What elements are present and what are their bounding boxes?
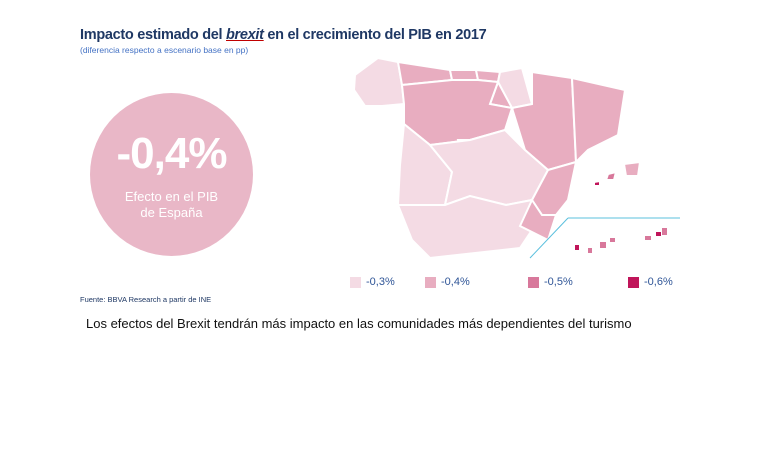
legend-label: -0,5%: [544, 276, 573, 288]
legend-item: -0,4%: [425, 276, 470, 288]
region-baleares-3: [593, 179, 601, 187]
kpi-label: Efecto en el PIB de España: [100, 189, 243, 221]
legend-label: -0,6%: [644, 276, 673, 288]
legend-label: -0,3%: [366, 276, 395, 288]
source-note: Fuente: BBVA Research a partir de INE: [80, 295, 212, 304]
legend-swatch: [350, 276, 361, 288]
canary-island: [610, 238, 615, 242]
region-cataluna: [570, 76, 627, 165]
title-part-2: en el crecimiento del PIB en 2017: [263, 27, 487, 43]
kpi-label-line-1: Efecto en el PIB: [124, 189, 219, 204]
title-emphasis: brexit: [226, 27, 264, 43]
legend-item: -0,3%: [350, 276, 395, 288]
canary-island: [662, 228, 667, 235]
chart-title: Impacto estimado del brexit en el crecim…: [80, 27, 487, 43]
canary-island: [656, 232, 661, 236]
legend-swatch: [628, 276, 639, 288]
region-galicia: [352, 56, 406, 107]
canary-island: [600, 242, 606, 248]
legend-swatch: [425, 276, 436, 288]
canary-island: [645, 236, 651, 240]
region-murcia: [518, 197, 558, 242]
region-baleares-1: [622, 160, 642, 177]
region-castilla-y-leon: [400, 79, 514, 147]
legend-item: -0,6%: [628, 276, 673, 288]
region-baleares-2: [604, 170, 618, 181]
region-cantabria: [448, 69, 480, 81]
chart-subtitle: (diferencia respecto a escenario base en…: [80, 45, 249, 55]
canary-island: [575, 245, 579, 250]
kpi-value: -0,4%: [116, 129, 228, 178]
legend-item: -0,5%: [528, 276, 573, 288]
kpi-circle: -0,4% Efecto en el PIB de España: [90, 93, 253, 256]
inset-frame-line: [529, 217, 569, 259]
legend-swatch: [528, 276, 539, 288]
map-regions: [352, 56, 642, 260]
legend-label: -0,4%: [441, 276, 470, 288]
title-part-1: Impacto estimado del: [80, 27, 226, 43]
caption-text: Los efectos del Brexit tendrán más impac…: [86, 316, 632, 331]
canary-inset: [529, 217, 680, 259]
kpi-label-line-2: de España: [140, 205, 203, 220]
canary-island: [588, 248, 592, 253]
